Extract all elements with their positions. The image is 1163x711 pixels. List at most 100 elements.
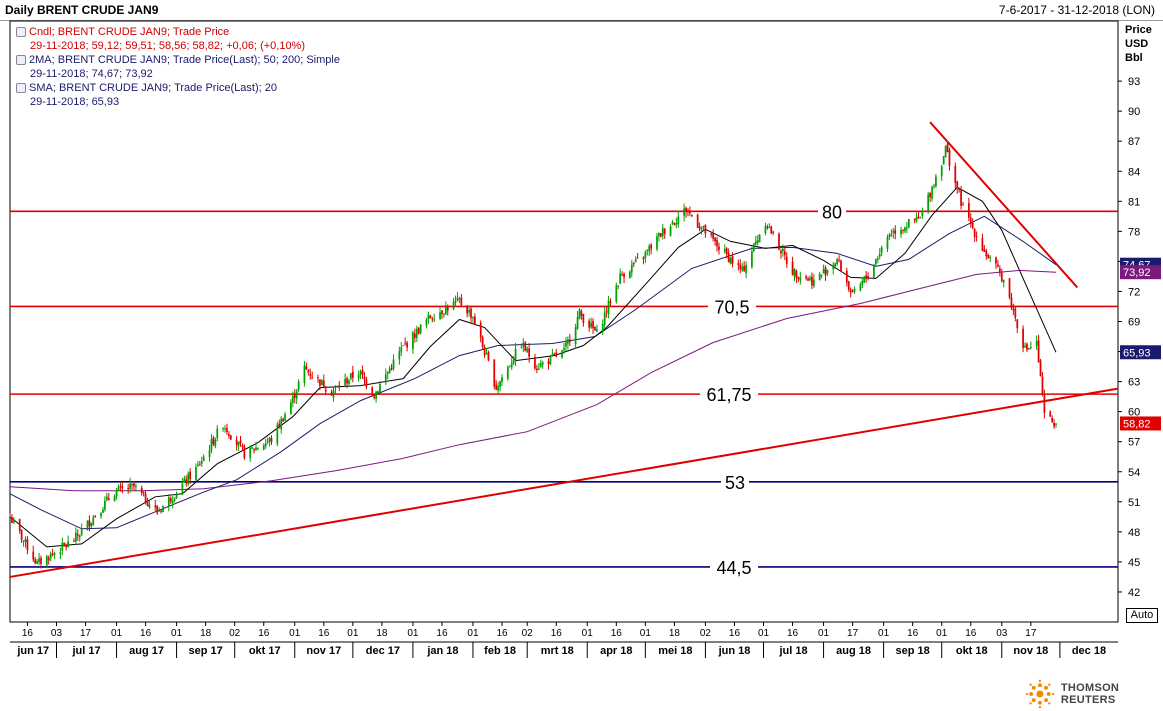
candle[interactable] <box>685 207 687 212</box>
candle[interactable] <box>216 428 219 439</box>
candle[interactable] <box>317 377 319 379</box>
candle[interactable] <box>472 317 474 319</box>
candle[interactable] <box>534 357 536 369</box>
candle[interactable] <box>913 218 916 221</box>
candle[interactable] <box>280 418 283 430</box>
candle[interactable] <box>539 363 542 368</box>
candle[interactable] <box>927 194 930 212</box>
candle[interactable] <box>603 312 606 325</box>
candle[interactable] <box>615 285 618 302</box>
candle[interactable] <box>1055 423 1057 425</box>
candle[interactable] <box>140 487 143 493</box>
candle[interactable] <box>737 263 740 265</box>
candle[interactable] <box>427 314 430 320</box>
candle[interactable] <box>175 494 178 498</box>
candle[interactable] <box>902 229 904 231</box>
candle[interactable] <box>255 447 257 451</box>
candle[interactable] <box>162 505 164 512</box>
candle[interactable] <box>156 506 159 513</box>
candle[interactable] <box>935 176 937 187</box>
candle[interactable] <box>307 369 310 373</box>
candle[interactable] <box>210 439 213 451</box>
candle[interactable] <box>398 351 401 360</box>
candle[interactable] <box>350 373 352 379</box>
candle[interactable] <box>551 353 554 355</box>
candle[interactable] <box>375 391 377 399</box>
candle[interactable] <box>563 347 565 351</box>
candle[interactable] <box>319 379 321 386</box>
candle[interactable] <box>1039 360 1042 376</box>
candle[interactable] <box>596 329 598 332</box>
candle[interactable] <box>929 192 931 198</box>
candle[interactable] <box>40 557 42 565</box>
candle[interactable] <box>514 348 517 361</box>
candle[interactable] <box>995 257 997 264</box>
candle[interactable] <box>619 273 622 284</box>
candle[interactable] <box>537 368 540 370</box>
candle[interactable] <box>100 512 102 517</box>
candle[interactable] <box>813 279 815 286</box>
candle[interactable] <box>80 528 83 535</box>
candle[interactable] <box>295 391 298 399</box>
candle[interactable] <box>601 324 604 331</box>
candle[interactable] <box>454 301 457 303</box>
candle[interactable] <box>229 435 232 440</box>
candle[interactable] <box>512 360 515 364</box>
candle[interactable] <box>483 346 486 356</box>
candle[interactable] <box>714 237 716 242</box>
candle[interactable] <box>863 276 866 283</box>
candle[interactable] <box>11 517 13 523</box>
candle[interactable] <box>510 363 513 368</box>
candle[interactable] <box>561 350 563 358</box>
candle[interactable] <box>251 447 254 449</box>
candle[interactable] <box>239 440 242 444</box>
candle[interactable] <box>795 270 798 278</box>
candle[interactable] <box>576 316 579 329</box>
candle[interactable] <box>663 228 666 234</box>
candle[interactable] <box>809 277 811 280</box>
candle[interactable] <box>284 414 286 421</box>
candle[interactable] <box>495 384 498 390</box>
candle[interactable] <box>479 322 482 338</box>
candle[interactable] <box>1043 395 1046 413</box>
candle[interactable] <box>646 249 649 251</box>
candle[interactable] <box>658 233 660 237</box>
candle[interactable] <box>768 227 771 229</box>
candle[interactable] <box>497 386 500 391</box>
candle[interactable] <box>754 241 757 245</box>
candle[interactable] <box>594 326 596 331</box>
candle[interactable] <box>154 505 157 508</box>
candle[interactable] <box>621 274 623 276</box>
candle[interactable] <box>32 551 35 560</box>
candle[interactable] <box>264 443 267 447</box>
candle[interactable] <box>888 234 891 238</box>
candle[interactable] <box>874 259 877 265</box>
candle[interactable] <box>826 269 829 274</box>
candle[interactable] <box>689 211 691 214</box>
candle[interactable] <box>365 379 368 387</box>
candle[interactable] <box>90 522 93 527</box>
candle[interactable] <box>189 471 192 480</box>
candle[interactable] <box>379 384 381 393</box>
candle[interactable] <box>886 237 889 249</box>
candle[interactable] <box>822 269 825 274</box>
candle[interactable] <box>235 439 238 445</box>
candle[interactable] <box>919 217 922 219</box>
candle[interactable] <box>373 396 376 398</box>
candle[interactable] <box>1049 411 1052 417</box>
candle[interactable] <box>671 221 674 225</box>
candle[interactable] <box>690 214 693 217</box>
candle[interactable] <box>344 378 346 386</box>
candle[interactable] <box>568 339 571 343</box>
candle[interactable] <box>324 389 327 392</box>
auto-scale-button[interactable]: Auto <box>1126 608 1158 623</box>
candle[interactable] <box>187 473 190 485</box>
candle[interactable] <box>470 308 472 319</box>
candle[interactable] <box>481 336 484 347</box>
candle[interactable] <box>257 448 259 450</box>
candle[interactable] <box>346 378 348 384</box>
candle[interactable] <box>805 276 808 279</box>
candle[interactable] <box>303 365 306 384</box>
candle[interactable] <box>656 236 658 250</box>
